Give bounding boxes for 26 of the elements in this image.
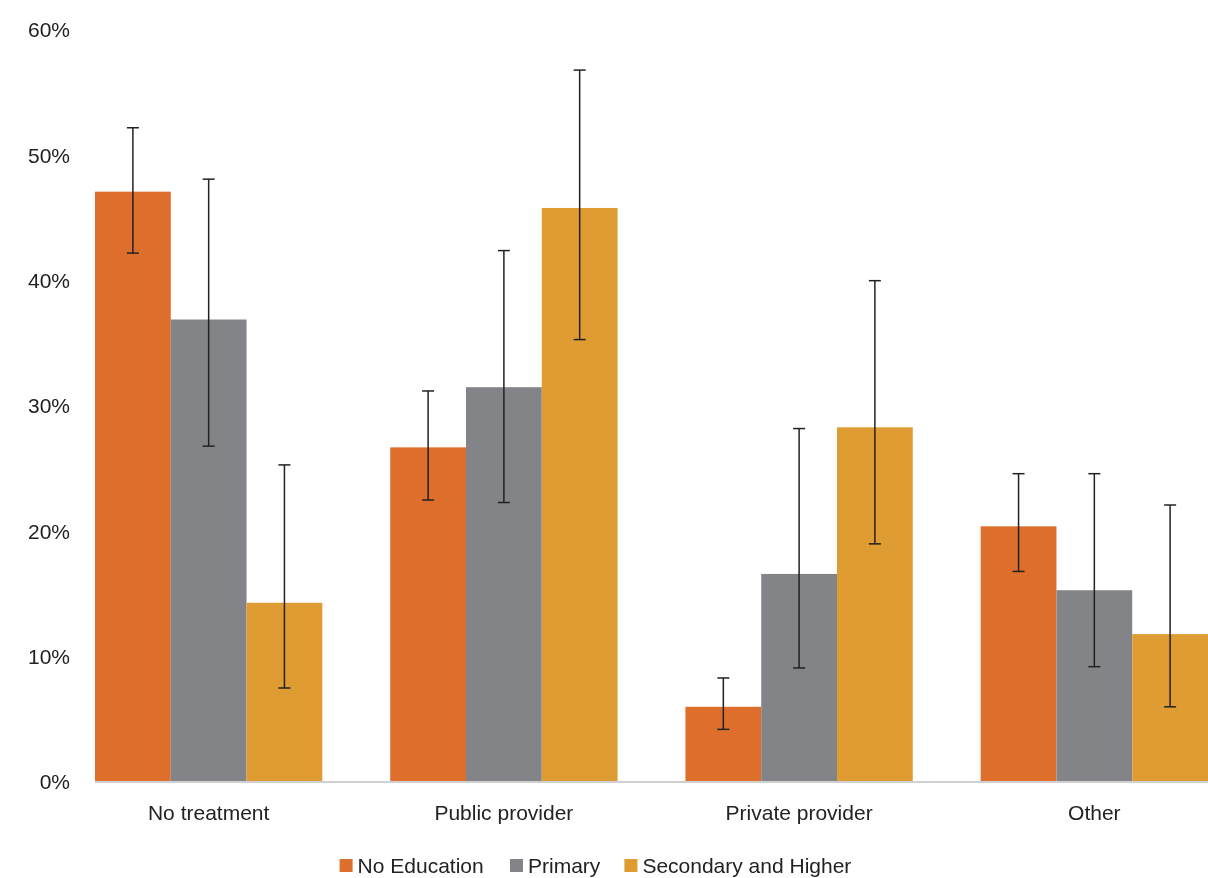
y-tick-label: 50% — [27, 143, 70, 167]
y-tick-label: 20% — [27, 519, 70, 543]
bar — [1132, 634, 1208, 782]
bar — [95, 191, 171, 782]
x-tick-label: Private provider — [725, 801, 873, 824]
y-tick-label: 0% — [39, 770, 70, 794]
bar — [837, 427, 913, 782]
y-tick-label: 40% — [27, 269, 70, 293]
x-tick-label: No treatment — [147, 801, 270, 824]
bar — [390, 447, 466, 782]
y-tick-label: 10% — [27, 645, 70, 669]
bar — [466, 387, 542, 782]
bar — [685, 706, 762, 782]
x-tick-label: Public provider — [434, 801, 574, 824]
y-tick-label: 30% — [27, 394, 70, 418]
legend-label: Primary — [528, 854, 601, 878]
y-tick-label: 60% — [27, 18, 70, 42]
legend-label: Secondary and Higher — [642, 854, 852, 878]
bar — [761, 573, 837, 782]
bar — [1056, 590, 1133, 782]
bar — [170, 319, 247, 782]
bar — [246, 602, 323, 782]
bar — [980, 526, 1057, 782]
x-tick-label: Other — [1068, 801, 1121, 824]
legend-label: No Education — [357, 854, 484, 878]
bar — [541, 207, 618, 782]
